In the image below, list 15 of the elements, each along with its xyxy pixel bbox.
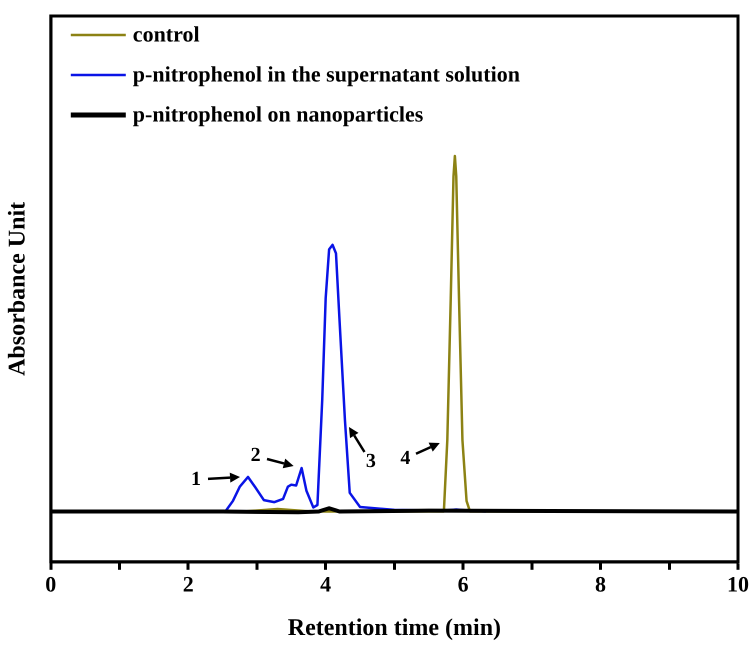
- x-tick-label: 4: [320, 572, 332, 597]
- annotation: 2: [250, 444, 261, 466]
- x-tick-label: 2: [182, 572, 194, 597]
- annotation: 4: [400, 447, 410, 470]
- x-tick-label: 8: [595, 572, 606, 597]
- x-tick-label: 0: [45, 572, 56, 597]
- annotation: 1: [191, 468, 202, 490]
- x-tick-label: 6: [458, 572, 469, 597]
- legend-label: p-nitrophenol in the supernatant solution: [132, 62, 520, 87]
- x-axis-title: Retention time (min): [288, 614, 502, 641]
- legend-label: control: [132, 22, 200, 47]
- y-axis-title: Absorbance Unit: [4, 202, 31, 376]
- legend-label: p-nitrophenol on nanoparticles: [132, 102, 424, 127]
- annotation: 3: [366, 450, 376, 472]
- x-tick-label: 10: [727, 572, 749, 597]
